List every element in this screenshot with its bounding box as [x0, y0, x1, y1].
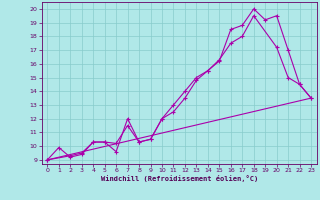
X-axis label: Windchill (Refroidissement éolien,°C): Windchill (Refroidissement éolien,°C): [100, 175, 258, 182]
